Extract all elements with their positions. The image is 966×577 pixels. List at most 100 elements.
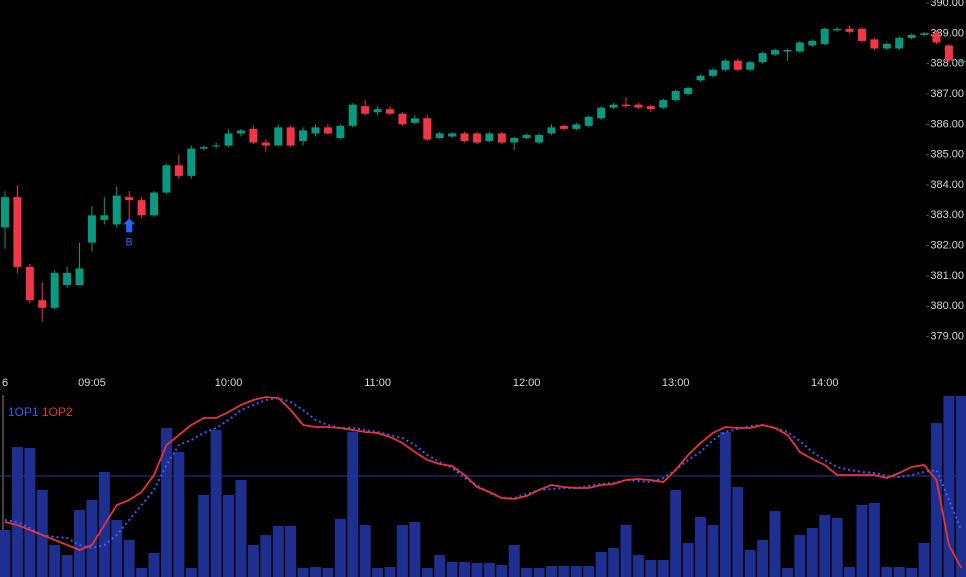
candle-body — [323, 127, 332, 134]
y-tick-label: 379.00 — [930, 331, 964, 343]
candle-body — [63, 272, 72, 286]
volume-bar — [695, 517, 707, 577]
legend-entry: 1OP1 — [8, 405, 39, 419]
indicator-line — [4, 396, 963, 569]
candle-body — [386, 109, 395, 114]
volume-bar — [359, 525, 371, 577]
y-tick-label: 385.00 — [930, 149, 964, 161]
volume-bar — [533, 568, 545, 577]
candle-body — [622, 104, 630, 107]
volume-bar — [508, 545, 520, 577]
candle-body — [212, 145, 221, 147]
volume-bar — [446, 562, 458, 577]
candle-body — [112, 195, 121, 225]
volume-bar — [334, 519, 346, 577]
candle-body — [435, 133, 444, 138]
volume-bar — [260, 535, 272, 577]
volume-bar — [148, 553, 160, 577]
candle-body — [907, 34, 916, 38]
legend-entry: 1OP2 — [42, 405, 73, 419]
volume-bar — [620, 525, 632, 577]
candle-body — [336, 125, 345, 138]
y-tick-label: 388.00 — [930, 58, 964, 70]
buy-label: B — [126, 236, 133, 248]
volume-bar — [136, 568, 148, 577]
volume-bar — [570, 566, 582, 577]
candle-body — [733, 60, 742, 70]
candle-body — [448, 133, 457, 137]
volume-bar — [483, 563, 495, 577]
candle-body — [845, 28, 854, 32]
volume-bar — [272, 526, 284, 577]
candle-body — [162, 165, 171, 193]
candle-body — [150, 192, 159, 216]
volume-bar — [608, 548, 620, 577]
candle-body — [100, 215, 109, 220]
volume-bar — [645, 560, 657, 577]
candle-body — [646, 106, 655, 110]
volume-bar — [434, 555, 446, 577]
candle-body — [920, 33, 929, 35]
candle-body — [857, 28, 866, 41]
volume-bar — [831, 518, 843, 577]
candle-body — [721, 60, 730, 70]
x-tick-label: 11:00 — [364, 377, 391, 389]
candle-body — [497, 133, 506, 143]
candle-body — [423, 118, 432, 140]
volume-bar — [757, 540, 769, 577]
candle-body — [820, 28, 829, 44]
volume-bar — [881, 567, 893, 577]
volume-bar — [806, 528, 818, 577]
candle-body — [274, 127, 283, 146]
volume-bar — [160, 428, 172, 577]
volume-bar — [421, 568, 433, 577]
volume-bar — [732, 487, 744, 577]
candle-body — [249, 128, 258, 143]
volume-bar — [595, 552, 607, 577]
volume-bar — [906, 568, 918, 577]
volume-bar — [123, 540, 135, 577]
buy-arrow — [123, 218, 136, 233]
y-tick-label: 380.00 — [930, 300, 964, 312]
volume-bar — [384, 567, 396, 577]
volume-bar — [409, 522, 421, 577]
x-tick-label: 09:05 — [78, 377, 106, 389]
volume-bar — [682, 543, 694, 577]
volume-bar — [856, 505, 868, 577]
y-tick-label: 390.00 — [930, 0, 964, 9]
volume-bar — [769, 511, 781, 577]
candle-body — [746, 62, 755, 70]
candle-body — [485, 133, 494, 142]
candle-body — [87, 215, 96, 243]
candle-body — [932, 33, 941, 43]
volume-bar — [36, 490, 48, 577]
candle-body — [771, 50, 780, 55]
candle-body — [224, 133, 233, 146]
volume-bar — [719, 432, 731, 577]
candle-body — [597, 107, 606, 119]
y-tick-label: 382.00 — [930, 240, 964, 252]
y-tick-label: 386.00 — [930, 118, 964, 130]
volume-bar — [372, 568, 384, 577]
volume-bar — [943, 396, 955, 577]
candle-body — [286, 127, 295, 146]
candle-body — [957, 60, 966, 63]
candle-body — [25, 266, 34, 301]
candle-body — [261, 142, 270, 146]
volume-bar — [11, 447, 23, 577]
volume-bar — [670, 490, 682, 577]
candle-body — [75, 268, 84, 286]
volume-bar — [794, 535, 806, 577]
candle-body — [472, 133, 481, 143]
candle-body — [758, 53, 767, 63]
candle-body — [895, 37, 904, 49]
volume-bar — [61, 555, 73, 577]
candle-body — [361, 106, 370, 114]
candle-body — [398, 113, 407, 125]
candle-body — [609, 104, 618, 108]
x-tick-label: 12:00 — [513, 377, 541, 389]
volume-bar — [185, 568, 197, 577]
volume-bar — [396, 525, 408, 577]
